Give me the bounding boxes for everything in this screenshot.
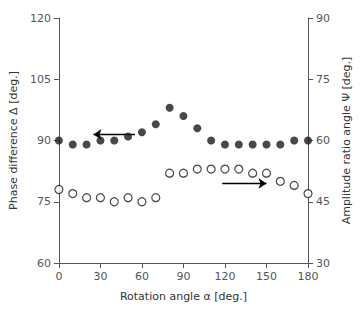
svg-text:30: 30 <box>93 270 107 283</box>
svg-text:60: 60 <box>37 257 51 270</box>
svg-text:30: 30 <box>316 257 330 270</box>
svg-text:90: 90 <box>37 134 51 147</box>
svg-text:60: 60 <box>135 270 149 283</box>
svg-text:75: 75 <box>316 73 330 86</box>
svg-text:180: 180 <box>298 270 319 283</box>
svg-text:Amplitude ratio angle Ψ [deg.]: Amplitude ratio angle Ψ [deg.] <box>340 57 353 225</box>
svg-text:Phase difference Δ [deg.]: Phase difference Δ [deg.] <box>7 71 20 210</box>
svg-text:120: 120 <box>30 12 51 25</box>
svg-text:45: 45 <box>316 195 330 208</box>
svg-text:105: 105 <box>30 73 51 86</box>
svg-text:Rotation angle α [deg.]: Rotation angle α [deg.] <box>120 290 247 303</box>
svg-text:120: 120 <box>214 270 235 283</box>
svg-text:60: 60 <box>316 134 330 147</box>
svg-text:0: 0 <box>55 270 62 283</box>
svg-text:75: 75 <box>37 195 51 208</box>
svg-text:90: 90 <box>176 270 190 283</box>
svg-text:90: 90 <box>316 12 330 25</box>
svg-text:150: 150 <box>256 270 277 283</box>
